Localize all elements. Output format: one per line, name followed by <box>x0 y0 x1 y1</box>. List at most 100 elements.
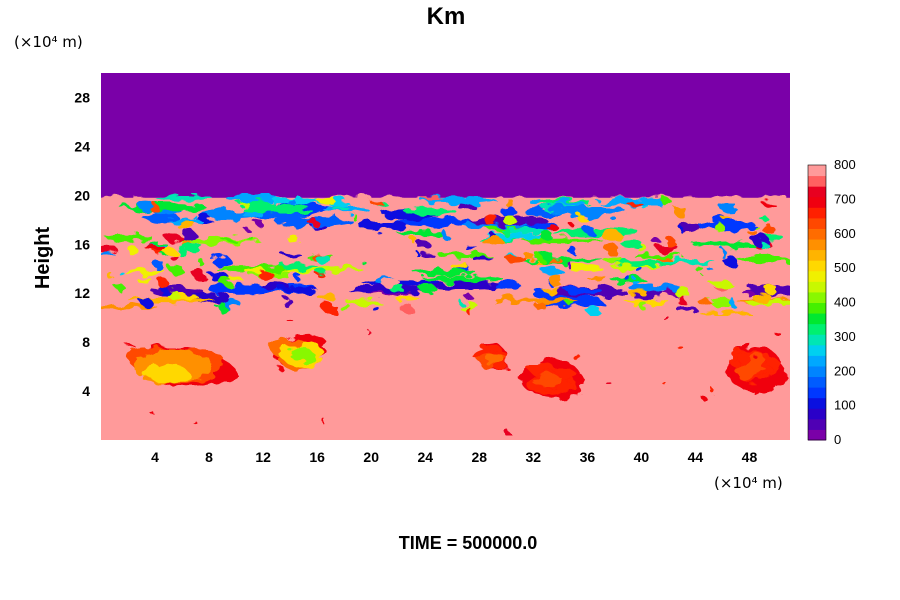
band-streak <box>500 227 549 234</box>
band-streak <box>126 203 207 212</box>
colorbar-tick-label: 400 <box>834 295 856 310</box>
band-blob <box>167 291 181 300</box>
band-streak <box>625 300 671 306</box>
colorbar-swatch <box>808 387 826 399</box>
band-blob <box>605 244 619 255</box>
band-blob <box>341 199 348 206</box>
band-blob <box>759 242 769 250</box>
band-blob <box>697 266 704 274</box>
band-blob <box>504 197 514 207</box>
band-blob <box>625 200 642 206</box>
colorbar-tick-label: 100 <box>834 398 856 413</box>
band-blob <box>722 217 733 222</box>
band-blob <box>548 274 563 286</box>
band-blob <box>679 221 700 233</box>
band-blob <box>289 198 295 206</box>
band-blob <box>481 235 503 247</box>
colorbar-swatch <box>808 228 826 240</box>
band-streak <box>692 242 764 249</box>
band-blob <box>483 215 500 226</box>
band-blob <box>457 299 463 305</box>
band-streak <box>568 264 603 272</box>
band-blob <box>541 287 562 292</box>
band-blob <box>101 244 117 252</box>
band-blob <box>422 197 443 201</box>
y-tick-labels: 4 8 12 16 20 24 28 <box>74 89 90 399</box>
band-blob <box>372 306 380 312</box>
band-streak <box>546 205 614 213</box>
speck <box>709 387 714 393</box>
band-blob <box>752 224 759 229</box>
colorbar-swatch <box>808 313 826 325</box>
y-tick-label: 24 <box>74 138 90 154</box>
band-blob <box>307 217 317 226</box>
colorbar-swatch <box>808 239 826 251</box>
colorbar-swatch <box>808 165 826 177</box>
band-blob <box>294 223 309 230</box>
x-tick-label: 16 <box>309 449 325 465</box>
x-tick-label: 28 <box>471 449 487 465</box>
x-tick-label: 40 <box>634 449 650 465</box>
band-streak <box>737 256 790 262</box>
speck <box>574 356 583 362</box>
colorbar-swatch <box>808 376 826 388</box>
y-axis-label: Height <box>32 227 54 290</box>
band-blob <box>318 294 338 302</box>
band-blob <box>450 261 468 270</box>
band-blob <box>176 221 197 230</box>
band-blob <box>673 206 688 217</box>
band-blob <box>753 292 772 303</box>
x-tick-label: 20 <box>363 449 379 465</box>
band-blob <box>101 251 114 255</box>
band-blob <box>586 276 607 280</box>
band-blob <box>540 229 552 241</box>
colorbar-tick-label: 800 <box>834 157 856 172</box>
y-tick-label: 8 <box>82 334 90 350</box>
band-streak <box>240 204 311 213</box>
band-blob <box>257 271 275 279</box>
colorbar-swatch <box>808 260 826 272</box>
colorbar-swatch <box>808 397 826 409</box>
band-blob <box>322 303 338 313</box>
band-blob <box>699 299 712 307</box>
band-blob <box>458 201 475 212</box>
band-blob <box>316 197 337 204</box>
colorbar-tick-label: 300 <box>834 329 856 344</box>
speck <box>192 420 197 424</box>
band-blob <box>536 301 545 312</box>
band-blob <box>333 207 350 212</box>
band-streak <box>259 281 290 290</box>
band-blob <box>623 275 631 281</box>
band-streak <box>564 286 602 294</box>
band-blob <box>651 237 660 244</box>
band-blob <box>140 297 153 308</box>
band-blob <box>641 204 650 209</box>
time-footer: TIME = 500000.0 <box>399 533 538 553</box>
band-blob <box>566 300 575 306</box>
speck <box>287 320 295 323</box>
speck <box>322 418 326 425</box>
band-streak <box>633 254 684 260</box>
colorbar-tick-label: 200 <box>834 363 856 378</box>
band-blob <box>352 213 358 222</box>
band-streak <box>225 194 278 202</box>
speck <box>367 331 372 336</box>
y-tick-label: 20 <box>74 187 90 203</box>
speck <box>774 330 779 336</box>
band-blob <box>529 197 541 206</box>
band-blob <box>116 268 122 273</box>
x-tick-labels: 4 8 12 16 20 24 28 32 36 40 44 48 <box>151 449 757 465</box>
band-blob <box>106 271 112 279</box>
band-blob <box>153 261 166 270</box>
band-blob <box>244 267 266 274</box>
band-blob <box>370 199 382 206</box>
band-blob <box>241 209 262 218</box>
band-blob <box>218 277 232 286</box>
band-blob <box>415 252 421 257</box>
band-blob <box>638 301 648 310</box>
band-streak <box>178 237 260 244</box>
band-blob <box>656 257 672 262</box>
band-blob <box>719 202 738 212</box>
colorbar <box>807 164 827 441</box>
band-blob <box>192 270 207 281</box>
